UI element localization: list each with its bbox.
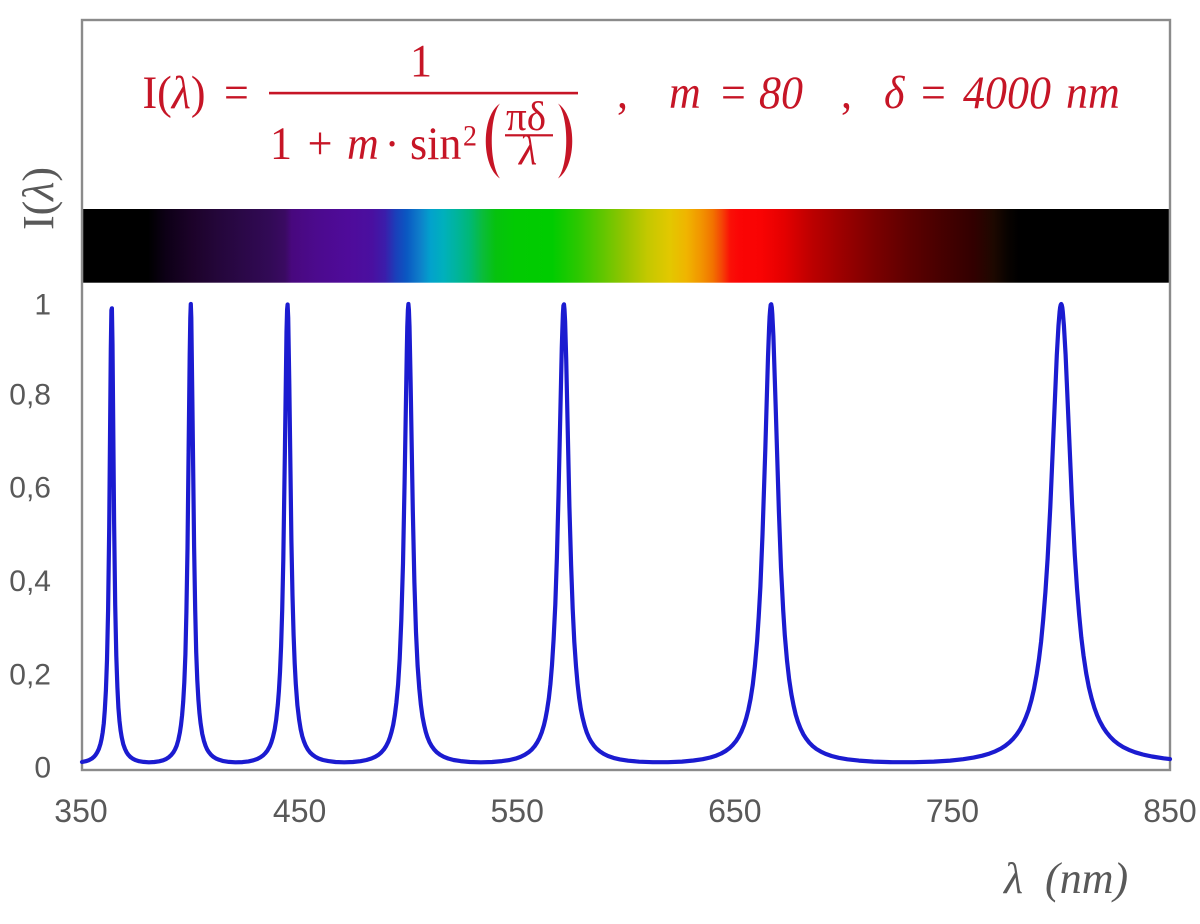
svg-text:650: 650 [708,793,761,829]
svg-text:,: , [841,67,852,118]
svg-text:0,6: 0,6 [9,471,51,504]
svg-text:sin: sin [410,118,461,169]
svg-text:λ: λ [517,128,537,174]
svg-text:,: , [617,67,628,118]
svg-text:nm: nm [1066,67,1120,118]
svg-text:1: 1 [410,35,432,86]
svg-text:4000: 4000 [963,67,1051,118]
svg-text:I(λ): I(λ) [14,167,63,230]
svg-text:850: 850 [1143,793,1196,829]
svg-text:0,4: 0,4 [9,565,51,598]
svg-text:0,8: 0,8 [9,378,51,411]
svg-text:350: 350 [54,793,107,829]
svg-text:80: 80 [759,67,803,118]
svg-text:=: = [224,67,249,118]
svg-text:m: m [347,118,379,169]
svg-text:m: m [669,67,701,118]
svg-text:δ: δ [884,67,905,118]
svg-text:1: 1 [270,118,292,169]
svg-text:I(λ): I(λ) [143,67,206,118]
svg-text:550: 550 [491,793,544,829]
svg-text:=: = [921,67,946,118]
svg-text:450: 450 [273,793,326,829]
svg-text:0: 0 [34,751,51,784]
svg-text:0,2: 0,2 [9,658,51,691]
svg-text:750: 750 [926,793,979,829]
svg-text:=: = [721,67,746,118]
svg-text:πδ: πδ [506,93,546,139]
svg-text:1: 1 [34,288,51,321]
svg-text:·: · [385,118,400,169]
svg-text:λ (nm): λ (nm) [1002,854,1128,903]
svg-text:2: 2 [463,120,477,153]
svg-text:+: + [308,118,333,169]
